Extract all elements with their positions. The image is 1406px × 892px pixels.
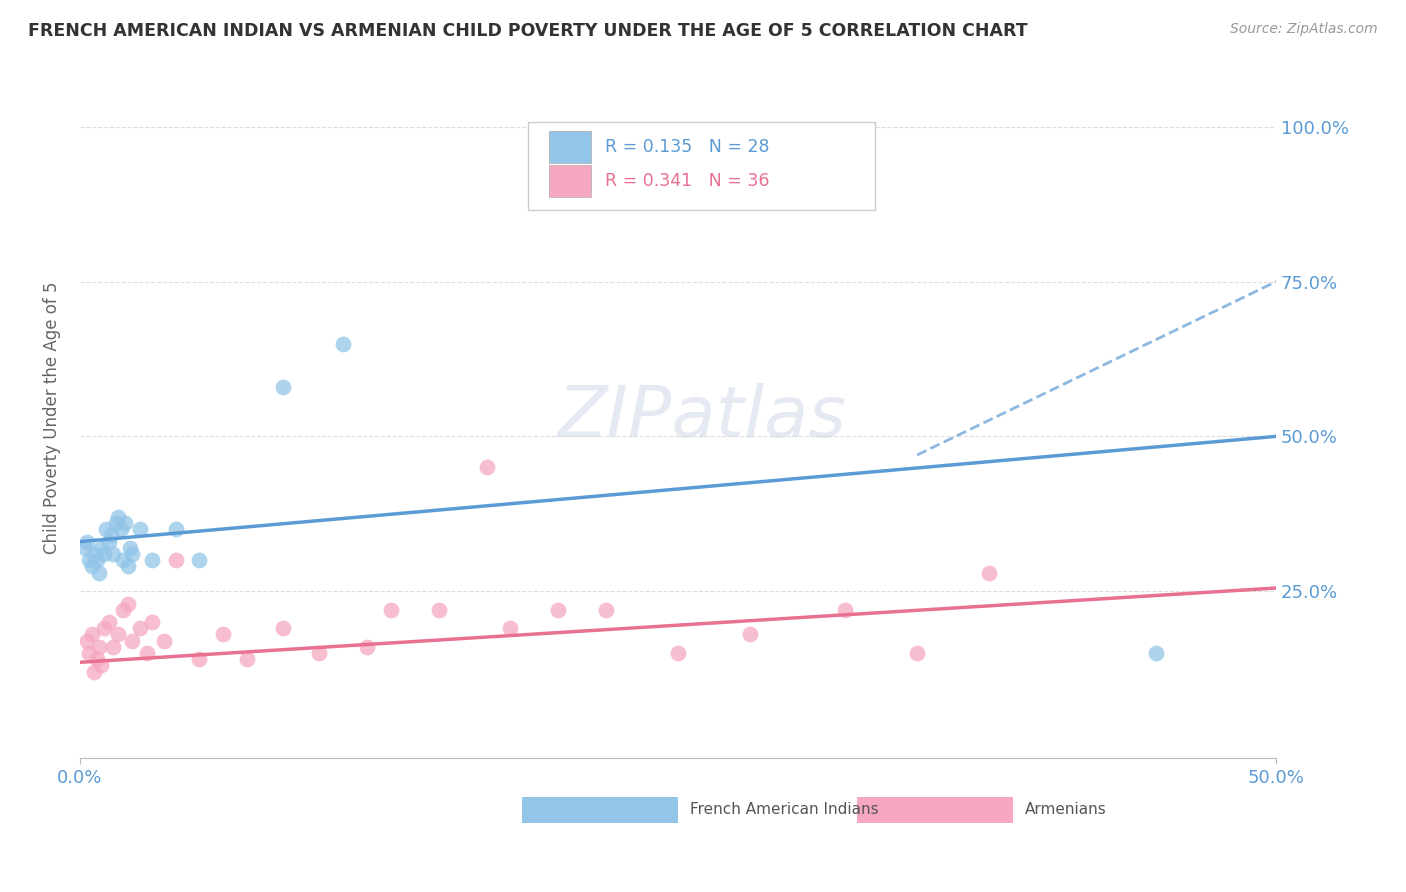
Point xyxy=(93,621,115,635)
Point xyxy=(83,547,105,561)
Point xyxy=(103,640,125,654)
Text: R = 0.135   N = 28: R = 0.135 N = 28 xyxy=(605,138,769,156)
Point xyxy=(121,633,143,648)
Point xyxy=(117,559,139,574)
Text: FRENCH AMERICAN INDIAN VS ARMENIAN CHILD POVERTY UNDER THE AGE OF 5 CORRELATION : FRENCH AMERICAN INDIAN VS ARMENIAN CHILD… xyxy=(28,22,1028,40)
Text: ZIPatlas: ZIPatlas xyxy=(557,384,846,452)
Point xyxy=(738,627,761,641)
Point xyxy=(165,553,187,567)
Y-axis label: Child Poverty Under the Age of 5: Child Poverty Under the Age of 5 xyxy=(44,282,60,554)
Point xyxy=(111,603,134,617)
Point xyxy=(86,652,108,666)
Point xyxy=(128,621,150,635)
Text: R = 0.341   N = 36: R = 0.341 N = 36 xyxy=(605,172,769,190)
Point xyxy=(595,603,617,617)
Point xyxy=(76,633,98,648)
Point xyxy=(79,553,101,567)
Point xyxy=(141,615,163,629)
Point xyxy=(121,547,143,561)
Point xyxy=(87,566,110,580)
Point xyxy=(332,336,354,351)
Point xyxy=(100,528,122,542)
Point xyxy=(475,460,498,475)
Point xyxy=(152,633,174,648)
Point xyxy=(96,522,118,536)
Point xyxy=(103,547,125,561)
Point xyxy=(188,553,211,567)
Point xyxy=(188,652,211,666)
Point xyxy=(83,665,105,679)
Text: Source: ZipAtlas.com: Source: ZipAtlas.com xyxy=(1230,22,1378,37)
Point xyxy=(427,603,450,617)
Point xyxy=(141,553,163,567)
Point xyxy=(236,652,259,666)
Point xyxy=(111,553,134,567)
Point xyxy=(380,603,402,617)
Point xyxy=(356,640,378,654)
Point xyxy=(107,509,129,524)
Text: French American Indians: French American Indians xyxy=(690,803,879,817)
Text: Armenians: Armenians xyxy=(1025,803,1107,817)
Point xyxy=(73,541,96,555)
Point xyxy=(499,621,522,635)
Point xyxy=(76,534,98,549)
Point xyxy=(107,627,129,641)
Point xyxy=(93,547,115,561)
Point xyxy=(97,615,120,629)
Point xyxy=(104,516,127,530)
Point xyxy=(271,380,294,394)
FancyBboxPatch shape xyxy=(548,130,591,163)
Point xyxy=(977,566,1000,580)
Point xyxy=(80,627,103,641)
Point xyxy=(80,559,103,574)
Point xyxy=(86,553,108,567)
Point xyxy=(212,627,235,641)
Point xyxy=(135,646,157,660)
FancyBboxPatch shape xyxy=(529,121,876,211)
Point xyxy=(114,516,136,530)
FancyBboxPatch shape xyxy=(858,797,1012,823)
Point xyxy=(165,522,187,536)
Point xyxy=(90,541,112,555)
Point xyxy=(128,522,150,536)
Point xyxy=(120,541,142,555)
FancyBboxPatch shape xyxy=(523,797,678,823)
Point xyxy=(547,603,569,617)
Point xyxy=(1144,646,1167,660)
Point xyxy=(90,658,112,673)
Point xyxy=(666,646,689,660)
Point xyxy=(79,646,101,660)
Point xyxy=(110,522,132,536)
Point xyxy=(308,646,330,660)
Point xyxy=(834,603,856,617)
Point xyxy=(97,534,120,549)
Point xyxy=(905,646,928,660)
Point xyxy=(271,621,294,635)
FancyBboxPatch shape xyxy=(548,165,591,197)
Point xyxy=(117,597,139,611)
Point xyxy=(87,640,110,654)
